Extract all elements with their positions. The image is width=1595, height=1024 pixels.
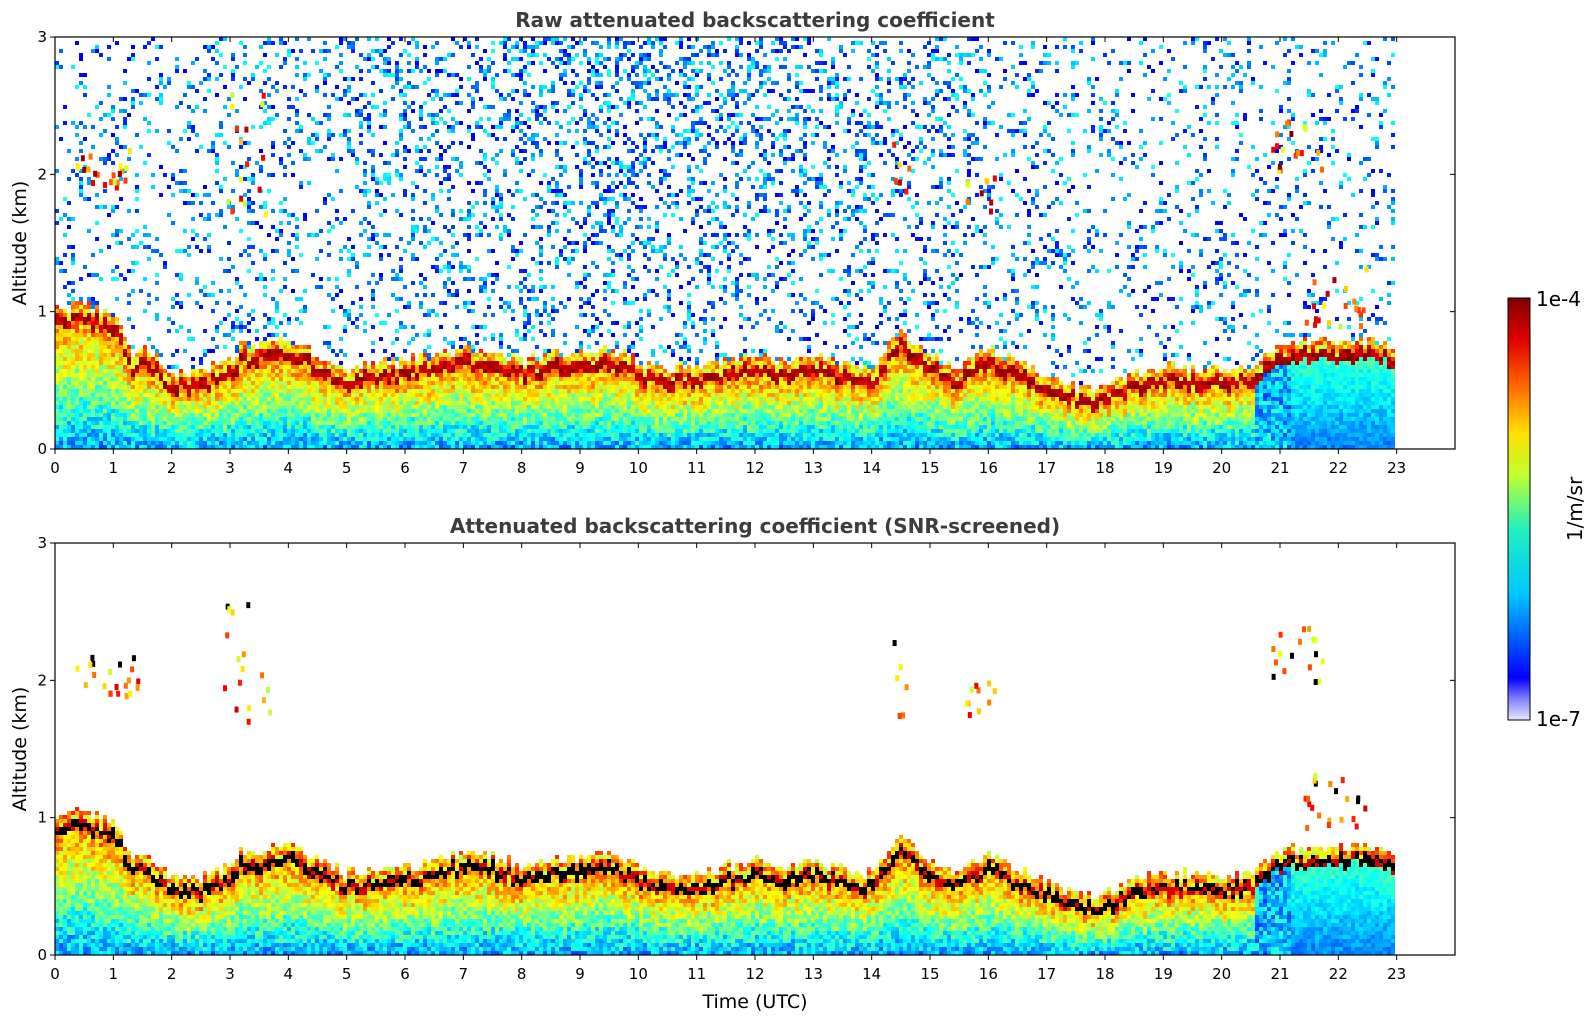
- x-tick-label: 9: [575, 965, 585, 983]
- x-tick-label: 13: [804, 459, 823, 477]
- y-tick-label: 3: [37, 28, 47, 46]
- x-tick-label: 2: [167, 459, 177, 477]
- x-tick-label: 20: [1212, 965, 1231, 983]
- colorbar: 1e-4 1e-7 1/m/sr: [1508, 287, 1587, 731]
- y-tick-label: 1: [37, 809, 47, 827]
- y-tick-label: 0: [37, 946, 47, 964]
- x-tick-label: 23: [1387, 459, 1406, 477]
- y-tick-label: 3: [37, 534, 47, 552]
- x-tick-label: 6: [400, 459, 410, 477]
- colorbar-unit-label: 1/m/sr: [1563, 476, 1587, 541]
- colorbar-max-label: 1e-4: [1536, 287, 1581, 311]
- x-axis-label: Time (UTC): [701, 991, 807, 1013]
- x-tick-label: 5: [342, 459, 352, 477]
- x-tick-label: 19: [1154, 459, 1173, 477]
- x-tick-label: 10: [629, 459, 648, 477]
- x-tick-label: 2: [167, 965, 177, 983]
- x-tick-label: 5: [342, 965, 352, 983]
- panel-title: Raw attenuated backscattering coefficien…: [515, 8, 995, 32]
- x-tick-label: 6: [400, 965, 410, 983]
- x-tick-label: 10: [629, 965, 648, 983]
- x-tick-label: 19: [1154, 965, 1173, 983]
- x-tick-label: 4: [284, 459, 294, 477]
- x-tick-label: 14: [862, 459, 881, 477]
- x-tick-label: 12: [745, 965, 764, 983]
- x-tick-label: 1: [109, 459, 119, 477]
- x-tick-label: 20: [1212, 459, 1231, 477]
- colorbar-gradient: [1508, 298, 1530, 720]
- y-tick-label: 2: [37, 165, 47, 183]
- panel-title: Attenuated backscattering coefficient (S…: [450, 514, 1060, 538]
- x-tick-label: 8: [517, 459, 527, 477]
- x-tick-label: 14: [862, 965, 881, 983]
- x-tick-label: 1: [109, 965, 119, 983]
- x-tick-label: 11: [687, 965, 706, 983]
- heatmap-screened: [55, 602, 1395, 955]
- y-tick-label: 0: [37, 440, 47, 458]
- x-tick-label: 13: [804, 965, 823, 983]
- x-tick-label: 18: [1095, 459, 1114, 477]
- x-tick-label: 23: [1387, 965, 1406, 983]
- x-tick-label: 9: [575, 459, 585, 477]
- x-tick-label: 0: [50, 459, 60, 477]
- x-tick-label: 16: [979, 459, 998, 477]
- x-tick-label: 8: [517, 965, 527, 983]
- x-tick-label: 15: [920, 965, 939, 983]
- x-tick-label: 0: [50, 965, 60, 983]
- x-tick-label: 11: [687, 459, 706, 477]
- x-tick-label: 7: [459, 965, 469, 983]
- x-tick-label: 22: [1329, 459, 1348, 477]
- panel-raw: Raw attenuated backscattering coefficien…: [9, 8, 1455, 477]
- y-tick-label: 2: [37, 671, 47, 689]
- x-tick-label: 17: [1037, 459, 1056, 477]
- y-axis-label: Altitude (km): [9, 181, 31, 306]
- x-tick-label: 7: [459, 459, 469, 477]
- x-tick-label: 12: [745, 459, 764, 477]
- y-tick-label: 1: [37, 303, 47, 321]
- x-tick-label: 22: [1329, 965, 1348, 983]
- panel-screened: Attenuated backscattering coefficient (S…: [9, 514, 1455, 1013]
- x-tick-label: 18: [1095, 965, 1114, 983]
- y-axis-label: Altitude (km): [9, 687, 31, 812]
- x-tick-label: 21: [1270, 459, 1289, 477]
- heatmap-raw: [55, 37, 1395, 449]
- x-tick-label: 15: [920, 459, 939, 477]
- x-tick-label: 3: [225, 459, 235, 477]
- x-tick-label: 16: [979, 965, 998, 983]
- x-tick-label: 17: [1037, 965, 1056, 983]
- x-tick-label: 21: [1270, 965, 1289, 983]
- x-tick-label: 3: [225, 965, 235, 983]
- x-tick-label: 4: [284, 965, 294, 983]
- colorbar-min-label: 1e-7: [1536, 707, 1581, 731]
